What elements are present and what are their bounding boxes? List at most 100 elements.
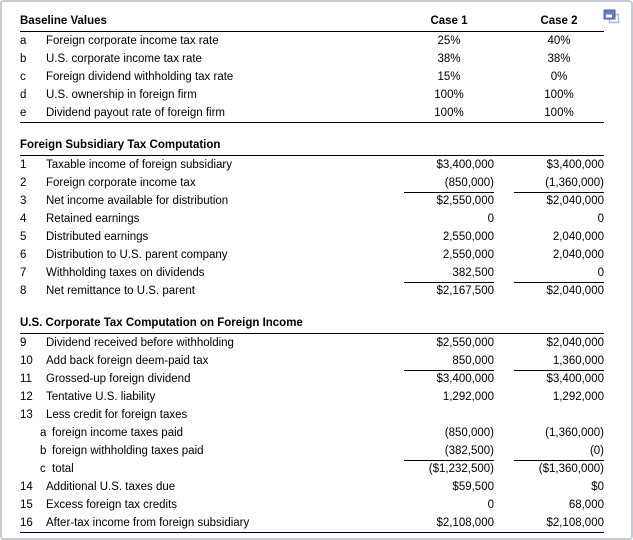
row-description: Additional U.S. taxes due — [46, 481, 176, 493]
case1-value: 382,500 — [404, 264, 494, 283]
row-label: a — [20, 35, 27, 47]
case1-value: ($1,232,500) — [428, 463, 494, 475]
section-title: Baseline Values — [20, 15, 107, 27]
table-row-9: 9 Dividend received before withholding $2,… — [20, 334, 604, 352]
table-row-8: 8 Net remittance to U.S. parent $2,167,500… — [20, 282, 604, 300]
case2-value: $0 — [591, 481, 604, 493]
case1-value: 0 — [487, 499, 494, 511]
table-row-a: a Foreign corporate income tax rate 25% 40% — [20, 32, 604, 50]
case2-value: (1,360,000) — [545, 427, 604, 439]
case1-value: (382,500) — [404, 442, 494, 461]
table-row-13: 13 Less credit for foreign taxes — [20, 406, 604, 424]
table-row-7: 7 Withholding taxes on dividends 382,500 0 — [20, 264, 604, 283]
row-label: b — [40, 445, 47, 457]
section-title-row: Baseline Values Case 1 Case 2 — [20, 11, 604, 32]
case1-value: (850,000) — [444, 427, 494, 439]
section-title-row: Foreign Subsidiary Tax Computation — [20, 135, 604, 156]
table-row-e: e Dividend payout rate of foreign firm 100… — [20, 104, 604, 122]
case1-value: 2,550,000 — [442, 249, 494, 261]
case1-value: 1,292,000 — [442, 391, 494, 403]
table-row-4: 4 Retained earnings 0 0 — [20, 210, 604, 228]
row-label: 13 — [20, 409, 33, 421]
row-description: Dividend received before withholding — [46, 337, 234, 349]
section-3: U.S. Corporate Tax Computation on Foreig… — [20, 313, 604, 533]
column-header-case1: Case 1 — [430, 15, 468, 27]
case2-value: (0) — [514, 442, 604, 461]
section-2: Foreign Subsidiary Tax Computation 1 Taxab… — [20, 135, 604, 300]
table-row-3: 3 Net income available for distribution $2… — [20, 192, 604, 210]
row-description: Taxable income of foreign subsidiary — [46, 159, 233, 171]
case2-value: 100% — [544, 107, 574, 119]
row-label: 14 — [20, 481, 33, 493]
row-label: 6 — [20, 249, 27, 261]
case1-value: (850,000) — [404, 174, 494, 193]
row-description: Excess foreign tax credits — [46, 499, 178, 511]
section-title-row: U.S. Corporate Tax Computation on Foreig… — [20, 313, 604, 334]
table-row-12: 12 Tentative U.S. liability 1,292,000 1,292… — [20, 388, 604, 406]
section-title: Foreign Subsidiary Tax Computation — [20, 139, 221, 151]
case2-value: $3,400,000 — [546, 159, 604, 171]
row-label: 1 — [20, 159, 27, 171]
case2-value: 38% — [547, 53, 571, 65]
case1-value: 38% — [437, 53, 461, 65]
case2-value: 2,040,000 — [552, 249, 604, 261]
row-label: 2 — [20, 177, 27, 189]
case2-value: $2,040,000 — [546, 195, 604, 207]
case2-value: 100% — [544, 89, 574, 101]
row-description: foreign withholding taxes paid — [52, 445, 204, 457]
table-row-5: 5 Distributed earnings 2,550,000 2,040,000 — [20, 228, 604, 246]
case1-value: $59,500 — [452, 481, 494, 493]
case2-value: ($1,360,000) — [538, 463, 604, 475]
row-label: 8 — [20, 285, 27, 297]
table-row-14: 14 Additional U.S. taxes due $59,500 $0 — [20, 478, 604, 496]
table-row-11: 11 Grossed-up foreign dividend $3,400,000 $… — [20, 370, 604, 388]
case1-value: $2,167,500 — [436, 285, 494, 297]
case1-value: 25% — [437, 35, 461, 47]
case2-value: 2,040,000 — [552, 231, 604, 243]
row-description: Grossed-up foreign dividend — [46, 373, 191, 385]
case2-value: $2,040,000 — [546, 285, 604, 297]
row-label: b — [20, 53, 27, 65]
row-description: U.S. corporate income tax rate — [46, 53, 202, 65]
case1-value: 100% — [434, 107, 464, 119]
row-description: Dividend payout rate of foreign firm — [46, 107, 225, 119]
row-description: total — [52, 463, 74, 475]
row-label: 7 — [20, 267, 27, 279]
table-row-1: 1 Taxable income of foreign subsidiary $3,… — [20, 156, 604, 174]
case1-value: 100% — [434, 89, 464, 101]
row-description: After-tax income from foreign subsidiary — [46, 517, 250, 529]
row-description: Foreign dividend withholding tax rate — [46, 71, 234, 83]
case2-value: 0 — [514, 264, 604, 283]
row-label: 10 — [20, 355, 33, 367]
table-row-c: c total ($1,232,500) ($1,360,000) — [20, 460, 604, 478]
column-header-case2: Case 2 — [540, 15, 578, 27]
table-row-10: 10 Add back foreign deem-paid tax 850,000 1… — [20, 352, 604, 371]
table-row-15: 15 Excess foreign tax credits 0 68,000 — [20, 496, 604, 514]
row-description: Less credit for foreign taxes — [46, 409, 188, 421]
row-description: Foreign corporate income tax rate — [46, 35, 219, 47]
case1-value: 0 — [487, 213, 494, 225]
row-description: foreign income taxes paid — [52, 427, 184, 439]
row-label: 12 — [20, 391, 33, 403]
row-label: 5 — [20, 231, 27, 243]
section-1: Baseline Values Case 1 Case 2 a Foreign corp… — [20, 11, 604, 123]
case1-value: 15% — [437, 71, 461, 83]
row-label: d — [20, 89, 27, 101]
table-row-6: 6 Distribution to U.S. parent company 2,55… — [20, 246, 604, 264]
row-description: Distributed earnings — [46, 231, 149, 243]
row-description: Withholding taxes on dividends — [46, 267, 205, 279]
section-title: U.S. Corporate Tax Computation on Foreig… — [20, 317, 303, 329]
case1-value: $2,550,000 — [436, 195, 494, 207]
row-description: Add back foreign deem-paid tax — [46, 355, 209, 367]
row-label: c — [40, 463, 46, 475]
case2-value: $2,108,000 — [546, 517, 604, 529]
case2-value: 1,292,000 — [552, 391, 604, 403]
row-label: 11 — [20, 373, 32, 385]
row-description: Tentative U.S. liability — [46, 391, 156, 403]
row-description: Foreign corporate income tax — [46, 177, 196, 189]
copy-icon[interactable] — [603, 9, 621, 25]
case2-value: $3,400,000 — [546, 373, 604, 385]
case2-value: 0 — [597, 213, 604, 225]
row-description: Retained earnings — [46, 213, 140, 225]
